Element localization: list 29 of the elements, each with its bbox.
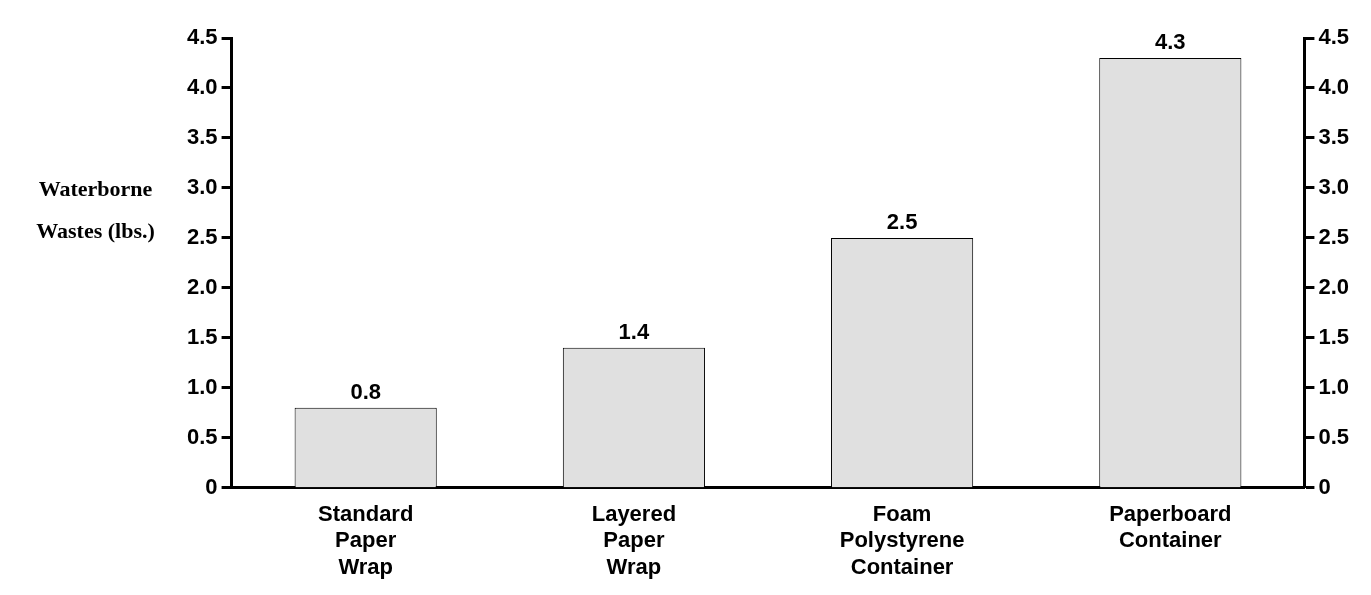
y2-tick-label: 3.0 [1318,174,1350,199]
x-tick-label: Layered Paper Wrap [591,501,677,579]
y2-tick-label: 1.0 [1318,373,1350,399]
y-axis-title: Waterborne Wastes (lbs.) [35,175,156,245]
y-tick-label: 1.0 [186,373,218,399]
y2-tick-label: 0 [1318,473,1331,499]
x-tick-label: Paperboard Container [1109,501,1232,553]
y2-tick-label: 4.5 [1318,24,1350,50]
y-tick-label: 3.0 [186,174,218,199]
y2-tick-label: 0.5 [1318,423,1350,449]
y2-tick-label: 3.5 [1318,124,1350,150]
y-tick-label: 0.5 [186,423,218,449]
y-tick-label: 2.0 [186,273,218,299]
y2-tick-label: 2.0 [1318,273,1350,299]
y-tick-label: 2.5 [186,223,218,249]
y-tick-label: 4.0 [186,74,218,100]
y-tick-label: 0 [205,473,218,499]
y-tick-label: 1.5 [186,323,218,349]
y2-tick-label: 4.0 [1318,74,1350,100]
x-tick-label: Standard Paper Wrap [318,501,414,579]
data-label: 1.4 [618,318,650,344]
x-tick-label: Foam Polystyrene Container [839,501,965,579]
y-tick-label: 3.5 [186,124,218,150]
y2-tick-label: 2.5 [1318,223,1350,249]
data-label: 2.5 [886,208,918,234]
y2-tick-label: 1.5 [1318,323,1350,349]
y-tick-label: 4.5 [186,24,218,50]
data-label: 4.3 [1155,29,1186,55]
data-label: 0.8 [350,378,381,404]
